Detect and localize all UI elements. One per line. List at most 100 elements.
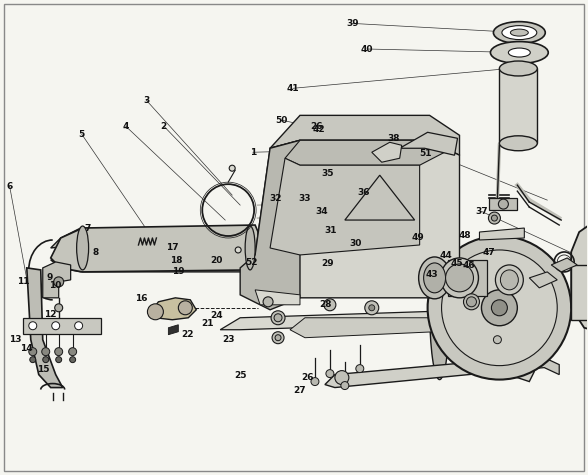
Polygon shape bbox=[240, 140, 300, 310]
Text: 13: 13 bbox=[9, 335, 22, 344]
Polygon shape bbox=[270, 158, 420, 255]
Polygon shape bbox=[255, 290, 300, 305]
Circle shape bbox=[54, 277, 64, 287]
Text: 11: 11 bbox=[17, 276, 29, 285]
Ellipse shape bbox=[440, 258, 479, 298]
Circle shape bbox=[463, 294, 479, 310]
Text: 27: 27 bbox=[293, 386, 306, 395]
Text: 35: 35 bbox=[322, 169, 334, 178]
Bar bbox=[499, 68, 537, 143]
Ellipse shape bbox=[430, 236, 450, 380]
Text: 8: 8 bbox=[93, 248, 99, 257]
Text: 47: 47 bbox=[482, 248, 495, 257]
Circle shape bbox=[148, 304, 163, 320]
Circle shape bbox=[499, 199, 509, 209]
Text: 23: 23 bbox=[222, 335, 235, 344]
Circle shape bbox=[69, 348, 76, 356]
Ellipse shape bbox=[419, 257, 450, 299]
Polygon shape bbox=[290, 318, 495, 340]
Polygon shape bbox=[571, 215, 588, 335]
Text: 7: 7 bbox=[85, 225, 91, 234]
Text: 26: 26 bbox=[301, 373, 314, 382]
Text: 2: 2 bbox=[161, 122, 167, 131]
Ellipse shape bbox=[499, 136, 537, 151]
Text: 14: 14 bbox=[20, 344, 32, 353]
Circle shape bbox=[442, 250, 557, 366]
Circle shape bbox=[52, 322, 60, 330]
Text: 32: 32 bbox=[269, 194, 282, 203]
Text: 3: 3 bbox=[143, 95, 149, 104]
Text: 25: 25 bbox=[234, 371, 246, 380]
Bar bbox=[571, 265, 588, 320]
Polygon shape bbox=[430, 275, 459, 295]
Polygon shape bbox=[51, 228, 260, 248]
Text: 46: 46 bbox=[462, 261, 475, 270]
Text: 38: 38 bbox=[387, 133, 400, 142]
Ellipse shape bbox=[55, 304, 63, 312]
Polygon shape bbox=[168, 325, 178, 335]
Text: 18: 18 bbox=[171, 256, 183, 265]
Circle shape bbox=[29, 348, 37, 356]
Polygon shape bbox=[529, 272, 557, 288]
Ellipse shape bbox=[271, 311, 285, 325]
Circle shape bbox=[482, 290, 517, 326]
Polygon shape bbox=[551, 258, 577, 272]
Text: 37: 37 bbox=[475, 207, 488, 216]
Ellipse shape bbox=[274, 314, 282, 322]
Circle shape bbox=[42, 348, 50, 356]
Text: 48: 48 bbox=[459, 231, 472, 239]
Text: 4: 4 bbox=[122, 122, 129, 131]
Text: 20: 20 bbox=[211, 256, 223, 265]
Circle shape bbox=[493, 336, 502, 344]
Circle shape bbox=[489, 212, 500, 224]
Text: 19: 19 bbox=[172, 267, 184, 276]
Circle shape bbox=[55, 348, 63, 356]
Text: 10: 10 bbox=[49, 281, 61, 290]
Circle shape bbox=[369, 305, 375, 311]
Text: 16: 16 bbox=[135, 294, 148, 303]
Text: 34: 34 bbox=[316, 207, 329, 216]
Text: 9: 9 bbox=[46, 273, 53, 282]
Circle shape bbox=[69, 357, 76, 362]
Text: 30: 30 bbox=[349, 238, 362, 247]
Polygon shape bbox=[51, 255, 258, 272]
Text: 36: 36 bbox=[357, 188, 369, 197]
Text: 31: 31 bbox=[325, 226, 337, 235]
Ellipse shape bbox=[245, 226, 255, 270]
Text: 39: 39 bbox=[346, 19, 359, 28]
Ellipse shape bbox=[326, 370, 334, 378]
Polygon shape bbox=[400, 133, 457, 155]
Text: 21: 21 bbox=[201, 319, 213, 328]
Circle shape bbox=[43, 357, 49, 362]
Circle shape bbox=[235, 247, 241, 253]
Polygon shape bbox=[152, 298, 196, 320]
Ellipse shape bbox=[509, 48, 530, 57]
Ellipse shape bbox=[502, 26, 537, 39]
Text: 15: 15 bbox=[38, 365, 50, 374]
Polygon shape bbox=[270, 115, 459, 155]
Polygon shape bbox=[325, 360, 534, 388]
Ellipse shape bbox=[496, 265, 523, 295]
Text: 1: 1 bbox=[250, 148, 256, 157]
Ellipse shape bbox=[499, 61, 537, 76]
Ellipse shape bbox=[500, 270, 519, 290]
Polygon shape bbox=[372, 142, 402, 162]
Text: 29: 29 bbox=[322, 259, 335, 268]
Polygon shape bbox=[479, 228, 524, 240]
Circle shape bbox=[492, 300, 507, 316]
Ellipse shape bbox=[490, 42, 548, 64]
Text: 5: 5 bbox=[79, 130, 85, 139]
Polygon shape bbox=[255, 140, 459, 298]
Text: 50: 50 bbox=[275, 115, 288, 124]
Ellipse shape bbox=[272, 332, 284, 344]
Ellipse shape bbox=[423, 263, 446, 293]
Circle shape bbox=[178, 301, 192, 315]
Text: 45: 45 bbox=[450, 259, 463, 268]
Text: 28: 28 bbox=[319, 300, 331, 309]
Text: 12: 12 bbox=[45, 310, 57, 319]
Text: 33: 33 bbox=[298, 194, 311, 203]
Circle shape bbox=[30, 357, 36, 362]
Ellipse shape bbox=[493, 22, 545, 44]
Text: 40: 40 bbox=[361, 45, 373, 54]
Text: 44: 44 bbox=[440, 251, 453, 260]
